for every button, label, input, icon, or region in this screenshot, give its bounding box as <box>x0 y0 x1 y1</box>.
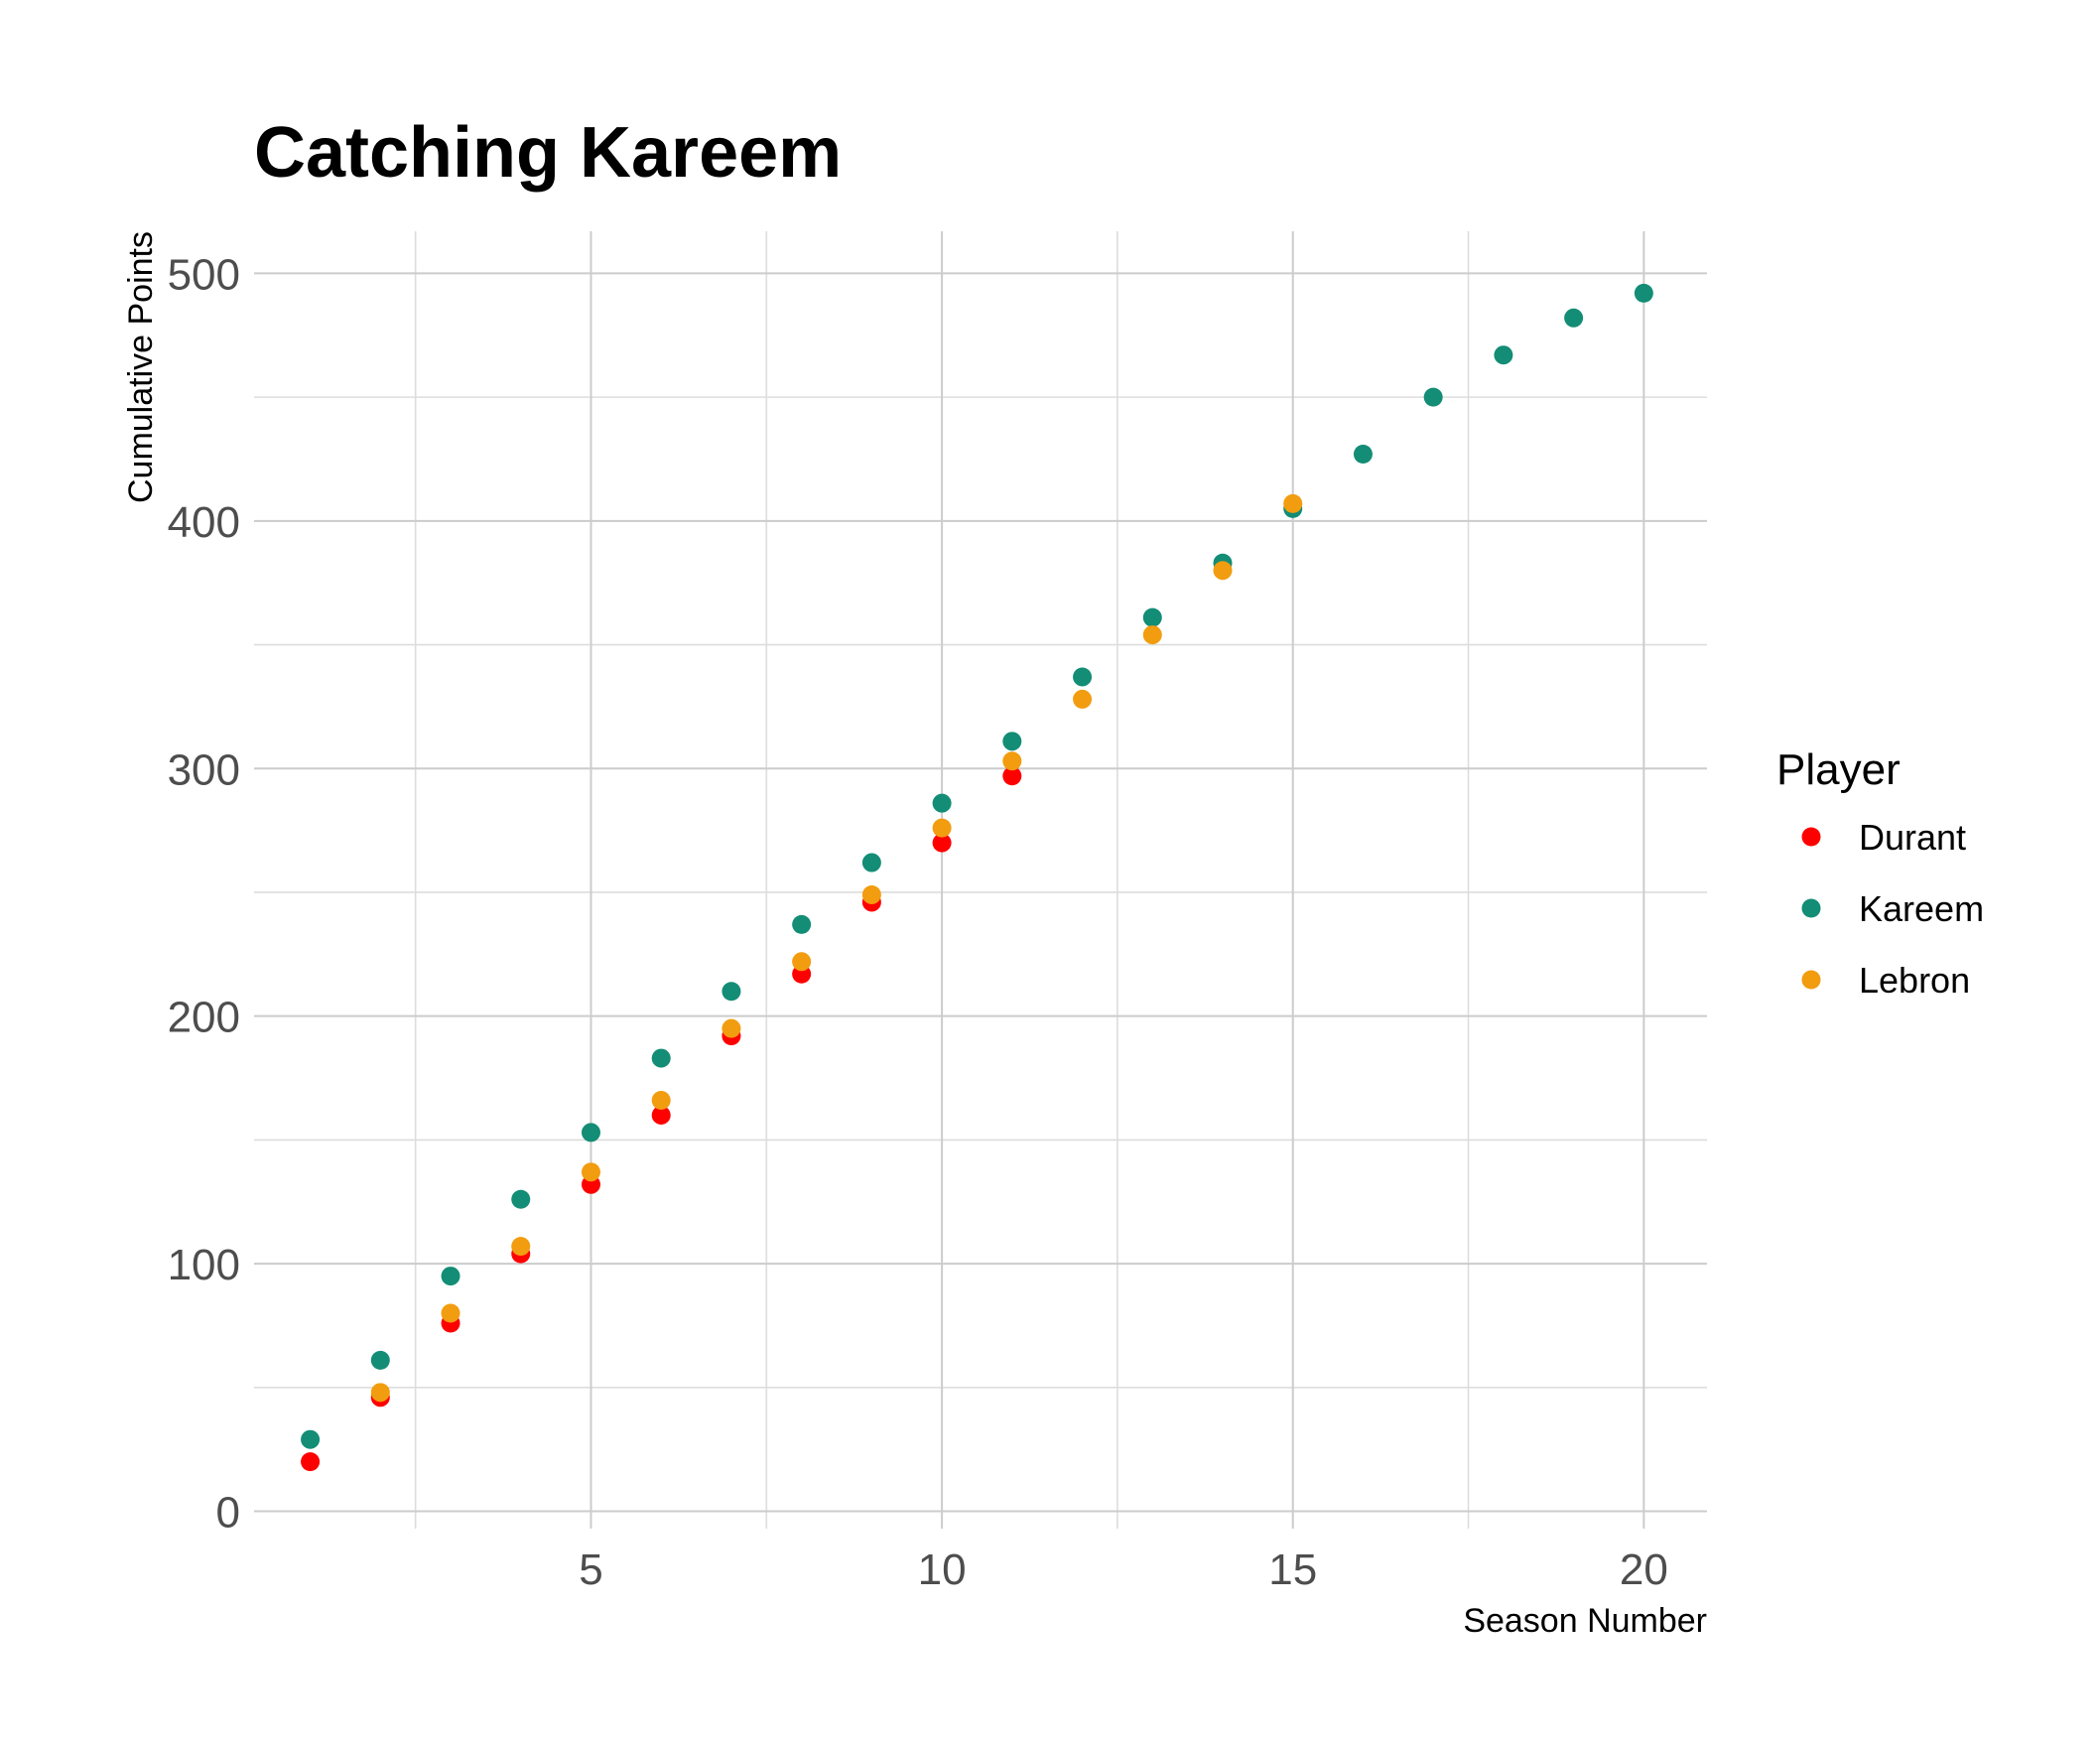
data-point <box>1353 444 1373 464</box>
data-point <box>1073 667 1093 687</box>
x-tick-label: 10 <box>918 1545 967 1594</box>
data-point <box>1002 766 1022 786</box>
data-point <box>1002 751 1022 771</box>
data-point <box>301 1429 321 1449</box>
data-point <box>792 914 812 934</box>
data-point <box>1564 308 1584 328</box>
data-point <box>511 1237 531 1257</box>
data-point <box>1423 387 1443 407</box>
data-point <box>932 793 952 813</box>
data-point <box>1494 345 1513 365</box>
legend-label: Lebron <box>1859 960 1970 1001</box>
legend-label: Kareem <box>1859 888 1984 929</box>
y-axis-label: Cumulative Points <box>122 231 160 503</box>
data-point <box>861 853 881 872</box>
legend-marker <box>1801 827 1821 847</box>
data-point <box>370 1350 390 1370</box>
grid <box>254 231 1707 1529</box>
data-points <box>301 283 1653 1472</box>
data-point <box>1073 689 1093 709</box>
chart-title: Catching Kareem <box>254 113 842 193</box>
data-point <box>581 1123 600 1142</box>
data-point <box>1142 625 1162 645</box>
data-point <box>651 1105 671 1125</box>
data-point <box>1213 561 1233 581</box>
data-point <box>651 1048 671 1068</box>
data-point <box>1283 493 1303 513</box>
legend-item-lebron: Lebron <box>1801 960 1970 1001</box>
data-point <box>651 1090 671 1110</box>
series-kareem <box>301 283 1653 1449</box>
y-axis-ticks: 0 100 200 300 400 500 <box>168 250 240 1537</box>
data-point <box>722 982 741 1002</box>
data-point <box>1634 283 1653 303</box>
data-point <box>441 1267 460 1286</box>
y-tick-label: 0 <box>216 1489 240 1538</box>
data-point <box>370 1383 390 1403</box>
data-point <box>932 818 952 838</box>
legend-marker <box>1801 970 1821 990</box>
x-axis-label: Season Number <box>1463 1602 1707 1640</box>
x-tick-label: 15 <box>1268 1545 1317 1594</box>
data-point <box>722 1018 741 1038</box>
legend-item-kareem: Kareem <box>1801 888 1984 929</box>
data-point <box>511 1189 531 1209</box>
y-tick-label: 200 <box>168 994 240 1042</box>
legend-items: Durant Kareem Lebron <box>1801 817 1984 1001</box>
x-tick-label: 5 <box>579 1545 602 1594</box>
legend-title: Player <box>1776 745 1901 794</box>
y-tick-label: 400 <box>168 498 240 547</box>
data-point <box>932 833 952 853</box>
data-point <box>861 884 881 904</box>
legend: Player Durant Kareem Lebron <box>1776 745 1984 1001</box>
data-point <box>792 952 812 972</box>
y-tick-label: 300 <box>168 745 240 794</box>
data-point <box>1002 732 1022 751</box>
legend-item-durant: Durant <box>1801 817 1966 858</box>
legend-label: Durant <box>1859 817 1966 858</box>
x-axis-ticks: 5 10 15 20 <box>579 1545 1668 1594</box>
data-point <box>441 1303 460 1323</box>
x-tick-label: 20 <box>1620 1545 1668 1594</box>
data-point <box>581 1162 600 1182</box>
y-tick-label: 100 <box>168 1241 240 1289</box>
legend-marker <box>1801 898 1821 918</box>
data-point <box>301 1452 321 1472</box>
y-tick-label: 500 <box>168 250 240 299</box>
series-durant <box>301 766 1022 1472</box>
series-lebron <box>370 493 1303 1403</box>
data-point <box>1142 607 1162 627</box>
